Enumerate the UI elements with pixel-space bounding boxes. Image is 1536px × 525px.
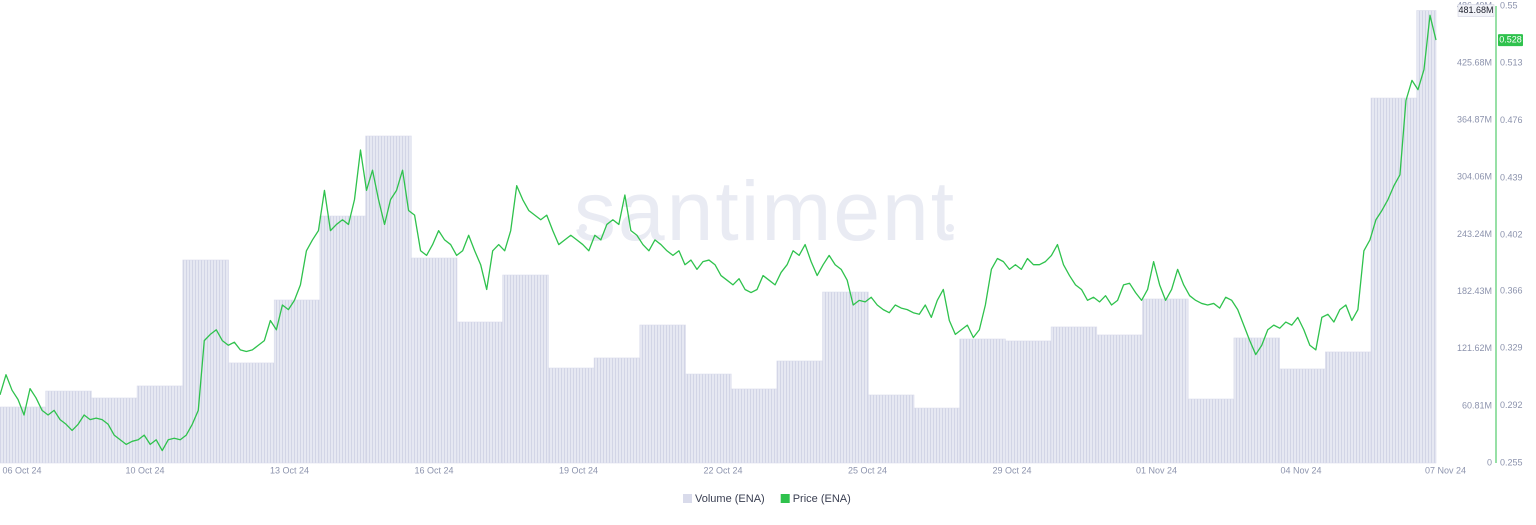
volume-bar: [1279, 368, 1326, 464]
y-tick-label: 60.81M: [1462, 400, 1492, 410]
volume-bar: [1187, 398, 1235, 464]
y2-tick-label: 0.513: [1500, 58, 1523, 68]
volume-bar: [91, 397, 138, 464]
volume-bar: [1325, 351, 1372, 464]
x-tick-label: 16 Oct 24: [414, 465, 453, 475]
volume-bar: [867, 394, 915, 464]
y-tick-label: 121.62M: [1457, 343, 1492, 353]
volume-bar: [822, 291, 869, 464]
volume-bar: [593, 357, 641, 464]
volume-bar: [456, 321, 504, 464]
legend-label: Volume (ENA): [695, 493, 765, 505]
y2-tick-label: 0.366: [1500, 285, 1523, 295]
volume-bar: [959, 338, 1006, 464]
volume-bar: [1050, 326, 1098, 464]
x-tick-label: 06 Oct 24: [2, 465, 41, 475]
y2-tick-label: 0.402: [1500, 230, 1523, 240]
volume-bar: [639, 324, 686, 464]
volume-bar: [502, 274, 549, 464]
legend-swatch: [780, 494, 790, 503]
x-tick-label: 29 Oct 24: [992, 465, 1031, 475]
volume-bar: [410, 257, 458, 464]
volume-bar: [776, 360, 823, 464]
x-tick-label: 10 Oct 24: [125, 465, 164, 475]
y-tick-label: 425.68M: [1457, 57, 1492, 67]
y2-tick-label: 0.255: [1500, 457, 1523, 467]
volume-bar: [228, 362, 275, 464]
x-tick-label: 22 Oct 24: [703, 465, 742, 475]
legend-label: Price (ENA): [793, 493, 851, 505]
volume-bar: [1416, 10, 1437, 464]
volume-bar: [548, 367, 595, 464]
y-tick-label: 304.06M: [1457, 172, 1492, 182]
volume-bar: [1233, 337, 1280, 464]
watermark-dot: [579, 224, 587, 232]
price-badge: [1498, 34, 1523, 47]
legend: Volume (ENA) Price (ENA): [683, 493, 851, 505]
volume-bar: [1005, 340, 1052, 464]
volume-bar: [1370, 97, 1418, 464]
volume-bar: [0, 406, 47, 464]
y2-tick-label: 0.55: [1500, 0, 1518, 10]
x-tick-label: 04 Nov 24: [1280, 465, 1321, 475]
x-tick-label: 25 Oct 24: [848, 465, 887, 475]
volume-bar: [273, 299, 321, 464]
watermark-dot: [946, 224, 954, 232]
y2-tick-label: 0.292: [1500, 400, 1523, 410]
x-tick-label: 19 Oct 24: [559, 465, 598, 475]
volume-bar: [182, 259, 229, 464]
y2-tick-label: 0.476: [1500, 115, 1523, 125]
y-tick-label: 364.87M: [1457, 115, 1492, 125]
volume-badge: [1457, 4, 1495, 17]
price-line: [0, 14, 1437, 452]
watermark: santiment: [574, 164, 956, 258]
volume-bar: [730, 388, 778, 464]
volume-bar: [685, 373, 732, 464]
x-tick-label: 13 Oct 24: [270, 465, 309, 475]
volume-bar: [1096, 334, 1143, 464]
volume-bar: [1142, 298, 1189, 464]
legend-swatch: [683, 494, 692, 503]
volume-badge-label: 481.68M: [1458, 5, 1493, 15]
x-tick-label: 01 Nov 24: [1136, 465, 1177, 475]
volume-bar: [319, 215, 366, 464]
y-tick-label: 0: [1487, 457, 1492, 467]
price-badge-label: 0.528: [1499, 34, 1522, 44]
y-tick-label: 243.24M: [1457, 229, 1492, 239]
y-tick-label: 182.43M: [1457, 286, 1492, 296]
y2-tick-label: 0.439: [1500, 172, 1523, 182]
watermark-group: santiment: [574, 164, 956, 258]
y2-tick-label: 0.329: [1500, 343, 1523, 353]
volume-bar: [136, 385, 184, 464]
x-tick-label: 07 Nov 24: [1425, 465, 1466, 475]
volume-bar: [913, 407, 961, 464]
